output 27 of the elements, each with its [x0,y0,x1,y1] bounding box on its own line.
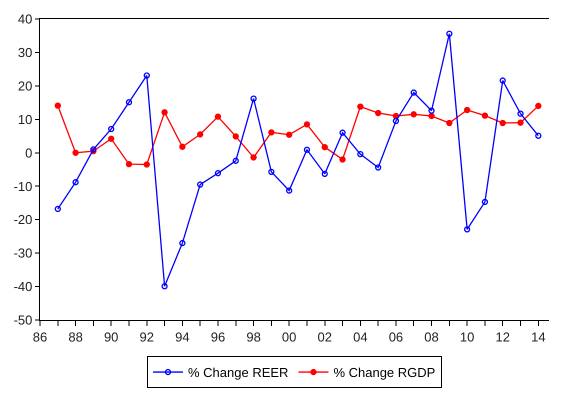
x-tick-label: 06 [388,330,404,345]
x-tick-label: 96 [210,330,226,345]
legend-label: % Change RGDP [333,365,436,380]
x-tick-label: 92 [140,330,154,345]
y-tick-label: 30 [18,44,32,60]
y-tick-label: 10 [18,112,32,127]
x-tick-label: 12 [495,330,510,345]
y-tick-label: -40 [14,279,32,294]
x-tick-label: 90 [104,330,118,345]
x-tick-label: 88 [68,330,83,345]
x-tick-label: 02 [318,330,332,345]
x-tick-label: 10 [460,330,474,345]
y-tick-label: -20 [14,212,32,228]
y-tick-label: 20 [18,78,32,94]
y-tick-label: 0 [25,145,32,160]
legend-label: % Change REER [188,365,288,380]
y-tick-label: -10 [14,178,32,194]
x-tick-label: 86 [32,330,48,345]
x-tick-label: 94 [175,330,190,345]
x-tick-label: 14 [531,330,546,345]
y-tick-label: -50 [14,312,32,328]
x-tick-label: 08 [424,330,439,345]
x-tick-label: 00 [282,330,296,345]
x-tick-label: 04 [353,330,368,345]
y-tick-label: -30 [14,246,32,261]
y-tick-label: 40 [18,12,32,27]
x-tick-label: 98 [246,330,261,345]
